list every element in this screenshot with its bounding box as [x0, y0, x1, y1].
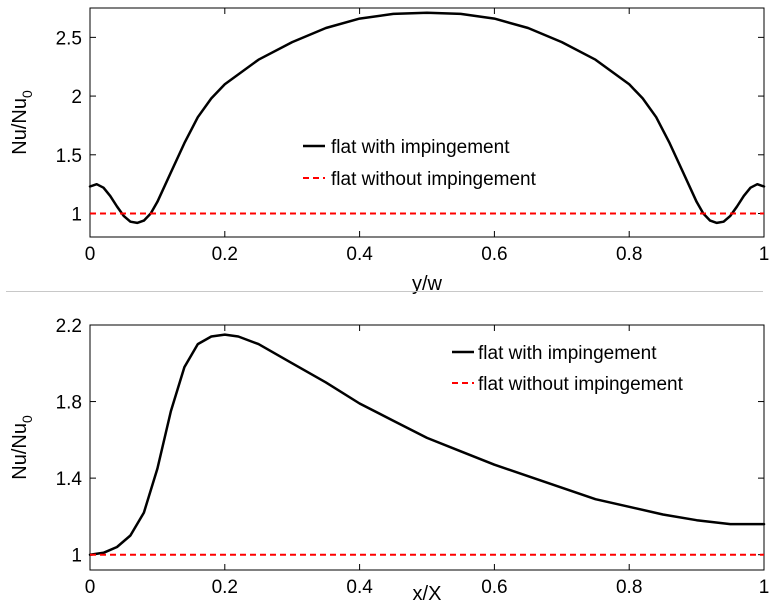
x-tick-label: 0.4 — [346, 577, 373, 598]
y-tick-label: 1.4 — [56, 469, 83, 490]
y-tick-label: 1 — [71, 546, 82, 567]
y-axis-label-subscript: 0 — [19, 415, 35, 423]
plot-frame — [89, 7, 765, 238]
plot-frame — [89, 324, 765, 571]
y-tick-label: 1.5 — [56, 146, 82, 167]
x-tick-label: 0.8 — [616, 577, 642, 598]
y-tick-label: 2 — [71, 87, 82, 108]
legend-label: flat with impingement — [478, 343, 657, 364]
legend-label: flat without impingement — [478, 374, 684, 395]
series-line-with-impingement — [88, 333, 766, 556]
y-tick-label: 1.8 — [56, 393, 82, 414]
x-tick-label: 1 — [759, 577, 769, 598]
y-axis-label-main: Nu/Nu — [9, 98, 31, 155]
x-tick-label: 0 — [85, 577, 96, 598]
y-axis-label: Nu/Nu0 — [9, 415, 35, 480]
y-tick-label: 2.2 — [56, 316, 82, 337]
legend-label: flat with impingement — [331, 137, 510, 158]
y-tick-label: 2.5 — [56, 28, 82, 49]
y-tick-label: 1 — [71, 205, 82, 226]
x-axis-label: x/X — [413, 583, 442, 605]
y-axis-label-main: Nu/Nu — [9, 423, 31, 480]
x-tick-label: 0.2 — [212, 577, 238, 598]
x-axis-label: y/w — [412, 273, 443, 295]
x-tick-label: 0.8 — [616, 244, 642, 265]
series-line-with-impingement — [88, 11, 766, 225]
y-axis-label-subscript: 0 — [19, 90, 35, 98]
panel-separator — [6, 291, 763, 292]
x-tick-label: 0 — [85, 244, 96, 265]
x-tick-label: 0.6 — [481, 577, 507, 598]
y-axis-label: Nu/Nu0 — [9, 90, 35, 155]
x-tick-label: 0.6 — [481, 244, 507, 265]
legend-label: flat without impingement — [331, 169, 537, 190]
x-tick-label: 0.4 — [346, 244, 373, 265]
x-tick-label: 0.2 — [212, 244, 238, 265]
x-tick-label: 1 — [759, 244, 769, 265]
